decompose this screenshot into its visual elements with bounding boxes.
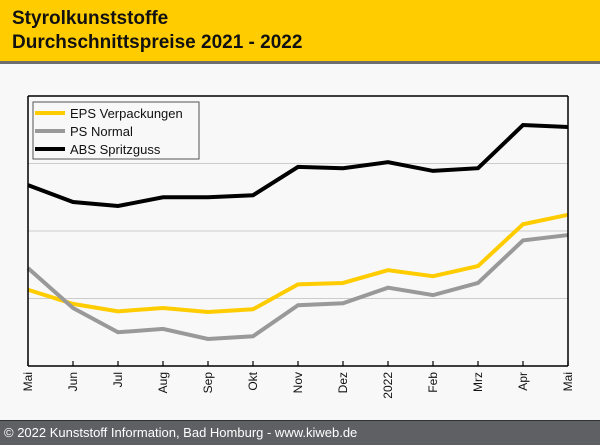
x-tick-label: Jul <box>111 372 125 387</box>
chart-title-line1: Styrolkunststoffe <box>12 8 169 29</box>
x-tick-label: Sep <box>201 372 215 394</box>
x-tick-label: Mai <box>21 372 35 391</box>
legend-label-ps-normal: PS Normal <box>70 124 133 139</box>
x-tick-label: Mrz <box>471 372 485 392</box>
legend: EPS Verpackungen PS Normal ABS Spritzguss <box>32 101 200 160</box>
x-tick-label: 2022 <box>381 372 395 399</box>
eps-verpackungen-line <box>27 212 569 315</box>
x-tick-label: Aug <box>156 372 170 393</box>
x-axis-ticks: Mai Jun Jul Aug Sep Okt Nov Dez 2022 Feb Mrz Apr Mai <box>21 361 575 399</box>
x-tick-label: Nov <box>291 372 305 393</box>
chart-title-line2: Durchschnittspreise 2021 - 2022 <box>12 32 303 53</box>
legend-label-eps-verpackungen: EPS Verpackungen <box>70 106 183 121</box>
x-tick-label: Apr <box>516 372 530 391</box>
x-tick-label: Feb <box>426 372 440 393</box>
ps-normal-line <box>26 233 569 342</box>
x-tick-label: Okt <box>246 371 260 390</box>
legend-label-abs-spritzguss: ABS Spritzguss <box>70 142 161 157</box>
abs-spritzguss-line <box>27 122 569 209</box>
x-tick-label: Dez <box>336 372 350 393</box>
gridlines <box>28 163 568 299</box>
chart-header: Styrolkunststoffe Durchschnittspreise 20… <box>0 0 600 64</box>
x-tick-label: Jun <box>66 372 80 391</box>
series-lines <box>26 122 569 342</box>
x-tick-label: Mai <box>561 372 575 391</box>
copyright-text: © 2022 Kunststoff Information, Bad Hombu… <box>4 425 358 440</box>
footer: © 2022 Kunststoff Information, Bad Hombu… <box>0 420 600 445</box>
